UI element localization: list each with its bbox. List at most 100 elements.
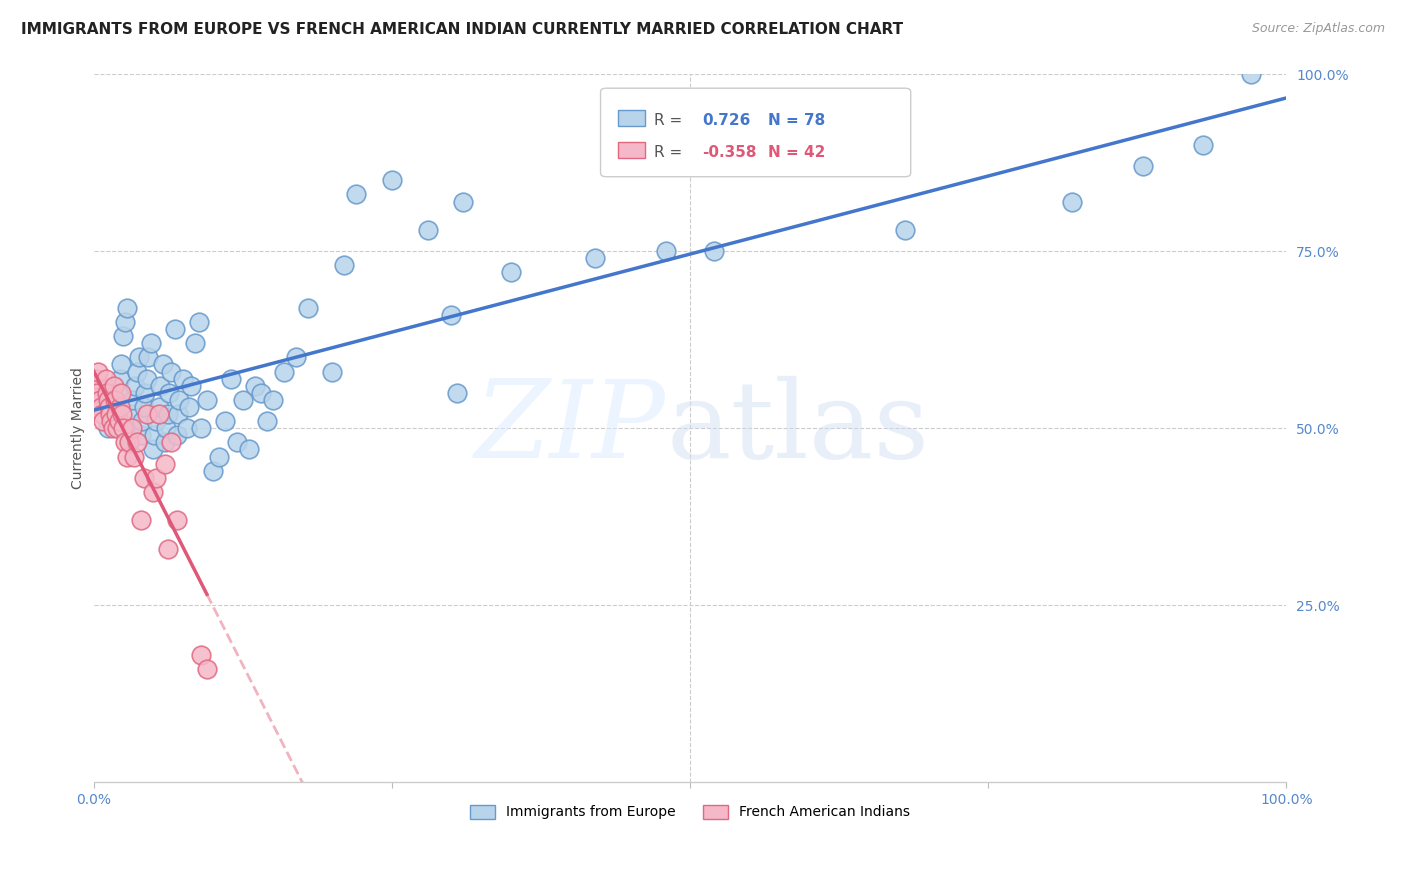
Point <box>131 414 153 428</box>
Point <box>96 385 118 400</box>
Point <box>156 541 179 556</box>
Text: R =: R = <box>654 113 688 128</box>
Text: ZIP: ZIP <box>475 376 666 481</box>
Point <box>152 358 174 372</box>
Point <box>155 421 177 435</box>
FancyBboxPatch shape <box>600 88 911 177</box>
Point <box>90 407 112 421</box>
Text: N = 42: N = 42 <box>768 145 825 160</box>
Point <box>501 265 523 279</box>
Point <box>94 371 117 385</box>
Point <box>100 414 122 428</box>
Point <box>134 385 156 400</box>
Legend: Immigrants from Europe, French American Indians: Immigrants from Europe, French American … <box>464 799 915 825</box>
Point <box>112 329 135 343</box>
Point <box>103 378 125 392</box>
Point <box>167 407 190 421</box>
Point <box>273 364 295 378</box>
Point <box>1132 159 1154 173</box>
Point <box>225 435 247 450</box>
Point <box>108 400 131 414</box>
Point <box>321 364 343 378</box>
Point <box>153 457 176 471</box>
Point <box>107 421 129 435</box>
Point <box>190 421 212 435</box>
Point <box>105 407 128 421</box>
Point <box>893 223 915 237</box>
Point <box>90 400 112 414</box>
Point <box>163 322 186 336</box>
Point <box>124 378 146 392</box>
Point <box>136 407 159 421</box>
Point <box>121 407 143 421</box>
Text: IMMIGRANTS FROM EUROPE VS FRENCH AMERICAN INDIAN CURRENTLY MARRIED CORRELATION C: IMMIGRANTS FROM EUROPE VS FRENCH AMERICA… <box>21 22 903 37</box>
Text: Source: ZipAtlas.com: Source: ZipAtlas.com <box>1251 22 1385 36</box>
Y-axis label: Currently Married: Currently Married <box>72 368 86 489</box>
Point <box>104 407 127 421</box>
Point <box>104 392 127 407</box>
Point <box>160 364 183 378</box>
Point <box>107 385 129 400</box>
Point <box>256 414 278 428</box>
Point <box>583 251 606 265</box>
Point <box>232 392 254 407</box>
Point <box>125 364 148 378</box>
Point <box>114 435 136 450</box>
Point <box>110 385 132 400</box>
Point <box>157 385 180 400</box>
Point <box>101 421 124 435</box>
Point <box>655 244 678 259</box>
Point <box>195 392 218 407</box>
Point <box>121 421 143 435</box>
Point <box>297 301 319 315</box>
Point <box>703 244 725 259</box>
Point <box>138 351 160 365</box>
Point <box>115 301 138 315</box>
Point <box>97 392 120 407</box>
Point <box>285 351 308 365</box>
Point <box>148 400 170 414</box>
Point <box>145 471 167 485</box>
Point <box>83 378 105 392</box>
Point <box>120 421 142 435</box>
Point <box>208 450 231 464</box>
Point <box>118 435 141 450</box>
Point <box>111 407 134 421</box>
Point <box>166 513 188 527</box>
Point <box>214 414 236 428</box>
Point <box>108 371 131 385</box>
Point <box>446 385 468 400</box>
Point <box>128 351 150 365</box>
Text: -0.358: -0.358 <box>702 145 756 160</box>
Point <box>169 392 191 407</box>
Point <box>122 392 145 407</box>
Point <box>112 421 135 435</box>
Point <box>149 378 172 392</box>
Point <box>219 371 242 385</box>
Point <box>87 364 110 378</box>
Point <box>238 442 260 457</box>
Point <box>166 428 188 442</box>
Point <box>98 407 121 421</box>
Text: atlas: atlas <box>666 376 929 481</box>
Point <box>91 414 114 428</box>
Text: 0.726: 0.726 <box>702 113 751 128</box>
Point <box>97 421 120 435</box>
Point <box>143 428 166 442</box>
Point <box>177 400 200 414</box>
Point <box>86 385 108 400</box>
Point <box>107 414 129 428</box>
Point <box>84 371 107 385</box>
Point <box>107 400 129 414</box>
Point <box>195 662 218 676</box>
Point <box>118 435 141 450</box>
Point <box>142 442 165 457</box>
Point <box>132 471 155 485</box>
Bar <box>619 110 645 126</box>
Point <box>381 173 404 187</box>
Point <box>262 392 284 407</box>
Point <box>129 513 152 527</box>
Point <box>1060 194 1083 209</box>
Point <box>136 371 159 385</box>
Point <box>139 336 162 351</box>
